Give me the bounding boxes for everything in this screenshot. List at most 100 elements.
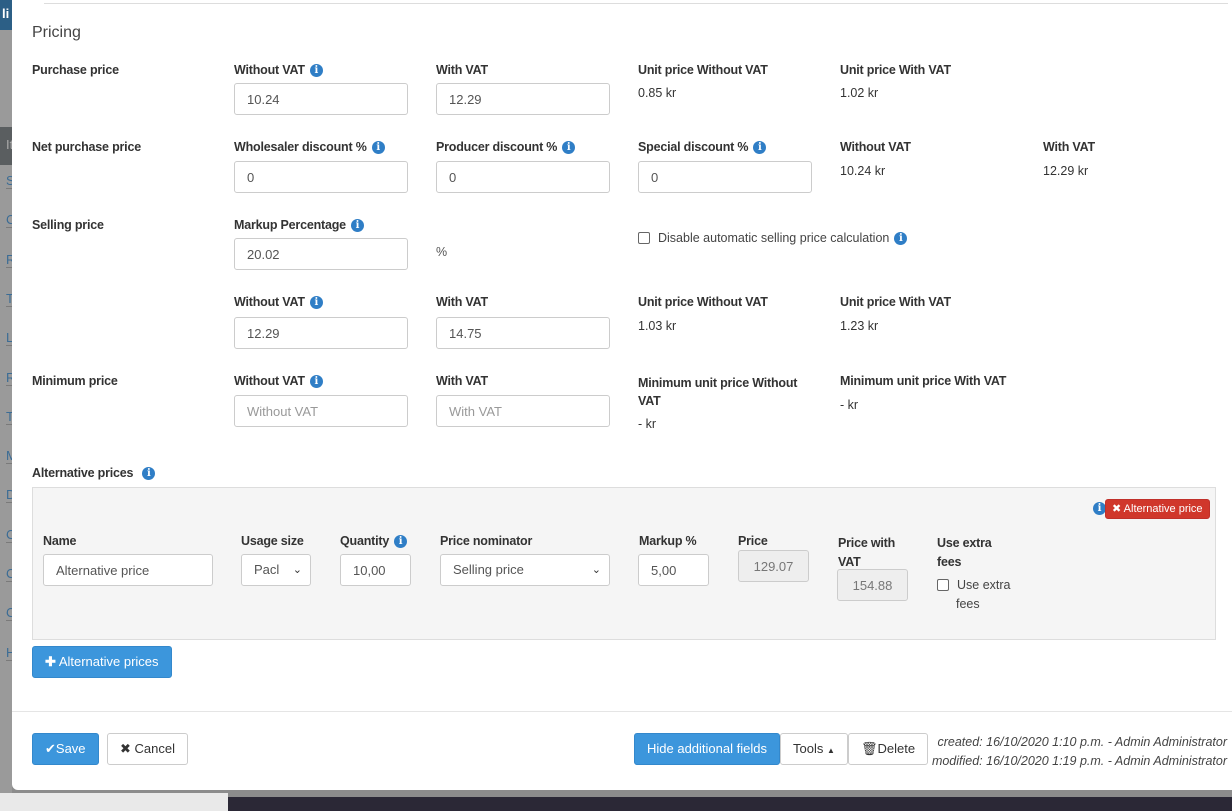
minimum-price-label: Minimum price — [32, 374, 118, 388]
selling-unit-with-label: Unit price With VAT — [840, 295, 951, 309]
minimum-with-vat-label: With VAT — [436, 374, 488, 388]
use-extra-fees-checkbox[interactable] — [937, 579, 949, 591]
purchase-unit-with-label: Unit price With VAT — [840, 63, 951, 77]
info-icon[interactable]: i — [142, 467, 156, 480]
disable-auto-calc[interactable]: Disable automatic selling price calculat… — [638, 231, 908, 245]
background-strip — [0, 793, 228, 811]
price-nominator-label: Price nominator — [440, 534, 533, 548]
check-icon: ✔ — [45, 741, 56, 756]
info-icon[interactable]: i — [309, 375, 323, 388]
price-nominator-select[interactable]: Selling price ⌄ — [440, 554, 610, 586]
close-icon: ✖ — [120, 741, 131, 756]
modified-info: modified: 16/10/2020 1:19 p.m. - Admin A… — [931, 754, 1227, 768]
alt-price-input — [738, 550, 809, 582]
trash-icon: 🗑 — [861, 741, 878, 756]
caret-up-icon: ▲ — [826, 746, 835, 755]
producer-discount-label: Producer discount % i — [436, 140, 576, 154]
net-without-vat-label: Without VAT — [840, 140, 911, 154]
alt-markup-input[interactable] — [638, 554, 709, 586]
plus-icon: ✚ — [45, 654, 56, 669]
selling-unit-with-value: 1.23 kr — [840, 319, 879, 333]
alternative-price-panel: i ✖ Alternative price Name Usage size Pa… — [32, 487, 1216, 640]
percent-sign: % — [436, 245, 448, 259]
created-info: created: 16/10/2020 1:10 p.m. - Admin Ad… — [937, 735, 1227, 749]
close-icon: ✖ — [1112, 503, 1122, 515]
alternative-prices-label: Alternative prices i — [32, 466, 156, 480]
minimum-unit-without-value: - kr — [638, 417, 657, 431]
sidebar-top-label: li — [2, 6, 10, 21]
purchase-without-vat-input[interactable] — [234, 83, 408, 115]
alt-markup-label: Markup % — [639, 534, 697, 548]
info-icon[interactable]: i — [1093, 502, 1106, 515]
selling-with-vat-input[interactable] — [436, 317, 610, 349]
taskbar — [228, 797, 1232, 811]
chevron-down-icon: ⌄ — [292, 564, 302, 576]
selling-without-vat-label: Without VAT i — [234, 295, 323, 309]
add-alternative-price-button[interactable]: ✚ Alternative prices — [32, 646, 172, 678]
alt-price-label: Price — [738, 534, 768, 548]
info-icon[interactable]: i — [394, 535, 408, 548]
usage-size-select[interactable]: Pacl ⌄ — [241, 554, 311, 586]
quantity-input[interactable] — [340, 554, 411, 586]
special-discount-label: Special discount % i — [638, 140, 767, 154]
divider — [44, 3, 1228, 4]
wholesaler-discount-input[interactable] — [234, 161, 408, 193]
minimum-with-vat-input[interactable] — [436, 395, 610, 427]
net-purchase-price-label: Net purchase price — [32, 140, 141, 154]
alt-name-input[interactable] — [43, 554, 213, 586]
minimum-unit-without-label: Minimum unit price Without VAT — [638, 376, 798, 408]
alt-price-vat-input — [837, 569, 908, 601]
info-icon[interactable]: i — [309, 64, 323, 77]
use-extra-fees-label: Use extra fees — [937, 536, 992, 569]
delete-button[interactable]: 🗑Delete — [848, 733, 929, 765]
purchase-without-vat-label: Without VAT i — [234, 63, 323, 77]
selling-unit-without-label: Unit price Without VAT — [638, 295, 768, 309]
info-icon[interactable]: i — [371, 141, 385, 154]
wholesaler-discount-label: Wholesaler discount % i — [234, 140, 385, 154]
divider — [12, 711, 1232, 712]
purchase-with-vat-label: With VAT — [436, 63, 488, 77]
selling-with-vat-label: With VAT — [436, 295, 488, 309]
info-icon[interactable]: i — [753, 141, 767, 154]
section-title: Pricing — [32, 24, 81, 41]
save-button[interactable]: ✔Save — [32, 733, 99, 765]
sidebar-header — [0, 0, 12, 30]
markup-percentage-label: Markup Percentage i — [234, 218, 364, 232]
net-with-vat-value: 12.29 kr — [1043, 164, 1089, 178]
tools-button[interactable]: Tools ▲ — [780, 733, 848, 765]
info-icon[interactable]: i — [350, 219, 364, 232]
net-with-vat-label: With VAT — [1043, 140, 1095, 154]
special-discount-input[interactable] — [638, 161, 812, 193]
use-extra-fees-option[interactable]: Use extra fees — [937, 576, 1017, 614]
info-icon[interactable]: i — [562, 141, 576, 154]
producer-discount-input[interactable] — [436, 161, 610, 193]
usage-size-label: Usage size — [241, 534, 304, 548]
selling-price-label: Selling price — [32, 218, 104, 232]
hide-additional-fields-button[interactable]: Hide additional fields — [634, 733, 780, 765]
disable-auto-calc-checkbox[interactable] — [638, 232, 650, 244]
minimum-unit-with-label: Minimum unit price With VAT — [840, 374, 1007, 388]
minimum-without-vat-label: Without VAT i — [234, 374, 323, 388]
selling-unit-without-value: 1.03 kr — [638, 319, 677, 333]
purchase-with-vat-input[interactable] — [436, 83, 610, 115]
markup-percentage-input[interactable] — [234, 238, 408, 270]
alt-name-label: Name — [43, 534, 77, 548]
sidebar-active-item — [0, 127, 12, 165]
net-without-vat-value: 10.24 kr — [840, 164, 886, 178]
minimum-unit-with-value: - kr — [840, 398, 859, 412]
info-icon[interactable]: i — [309, 296, 323, 309]
sidebar-item[interactable]: It — [6, 137, 14, 152]
cancel-button[interactable]: ✖ Cancel — [107, 733, 188, 765]
info-icon[interactable]: i — [894, 232, 908, 245]
purchase-unit-without-value: 0.85 kr — [638, 86, 677, 100]
alt-price-vat-label: Price with VAT — [838, 536, 896, 569]
remove-alternative-price-button[interactable]: ✖ Alternative price — [1105, 499, 1210, 519]
minimum-without-vat-input[interactable] — [234, 395, 408, 427]
purchase-unit-without-label: Unit price Without VAT — [638, 63, 768, 77]
selling-without-vat-input[interactable] — [234, 317, 408, 349]
quantity-label: Quantity i — [340, 534, 408, 548]
chevron-down-icon: ⌄ — [591, 564, 601, 576]
purchase-unit-with-value: 1.02 kr — [840, 86, 879, 100]
purchase-price-label: Purchase price — [32, 63, 119, 77]
